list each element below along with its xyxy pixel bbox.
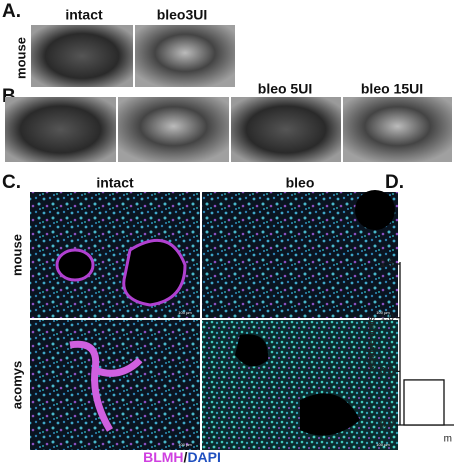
panel-label: C. bbox=[2, 172, 21, 193]
column-header: bleo 15UI bbox=[361, 81, 423, 97]
ct-image bbox=[135, 25, 235, 87]
micrograph bbox=[30, 320, 200, 450]
column-header: bleo bbox=[286, 175, 315, 191]
column-header: intact bbox=[96, 175, 134, 191]
scale-bar: 100 µm bbox=[178, 442, 192, 447]
x-tick-label: m bbox=[444, 434, 452, 445]
row-label: mouse bbox=[9, 234, 24, 276]
scale-bar: 100 µm bbox=[178, 310, 192, 315]
stain: BLMH bbox=[143, 449, 183, 465]
column-header: bleo3UI bbox=[157, 7, 208, 23]
scale-bar: 100 µm bbox=[376, 310, 390, 315]
ct-image bbox=[231, 97, 341, 162]
y-tick-label: 0.5 bbox=[380, 366, 394, 377]
y-tick-label: 1.5 bbox=[380, 259, 394, 270]
ct-image bbox=[31, 25, 133, 87]
micrograph-feature bbox=[122, 239, 187, 307]
ct-image bbox=[5, 97, 116, 162]
stain: DAPI bbox=[187, 449, 220, 465]
y-tick-label: 1.0 bbox=[380, 312, 394, 323]
scale-bar: 100 µm bbox=[376, 442, 390, 447]
panel-label: A. bbox=[2, 1, 21, 22]
y-tick-label: 0.0 bbox=[380, 420, 394, 431]
micrograph-feature bbox=[69, 340, 143, 432]
column-header: intact bbox=[65, 7, 103, 23]
micrograph-feature bbox=[235, 334, 360, 436]
chart: 0.0 0.5 1.0 1.5 m bbox=[380, 259, 454, 445]
ct-image bbox=[343, 97, 452, 162]
micrograph-feature bbox=[355, 190, 395, 230]
row-label: acomys bbox=[9, 361, 24, 409]
ct-image bbox=[118, 97, 229, 162]
panel-label: D. bbox=[385, 172, 404, 193]
column-header: bleo 5UI bbox=[258, 81, 312, 97]
micrograph-feature bbox=[55, 248, 95, 282]
row-label: mouse bbox=[13, 37, 28, 79]
stain-legend: BLMH/DAPI bbox=[143, 449, 221, 465]
y-axis-title: relative units bbox=[367, 316, 378, 372]
bar bbox=[403, 379, 445, 426]
separator: / bbox=[184, 449, 188, 465]
